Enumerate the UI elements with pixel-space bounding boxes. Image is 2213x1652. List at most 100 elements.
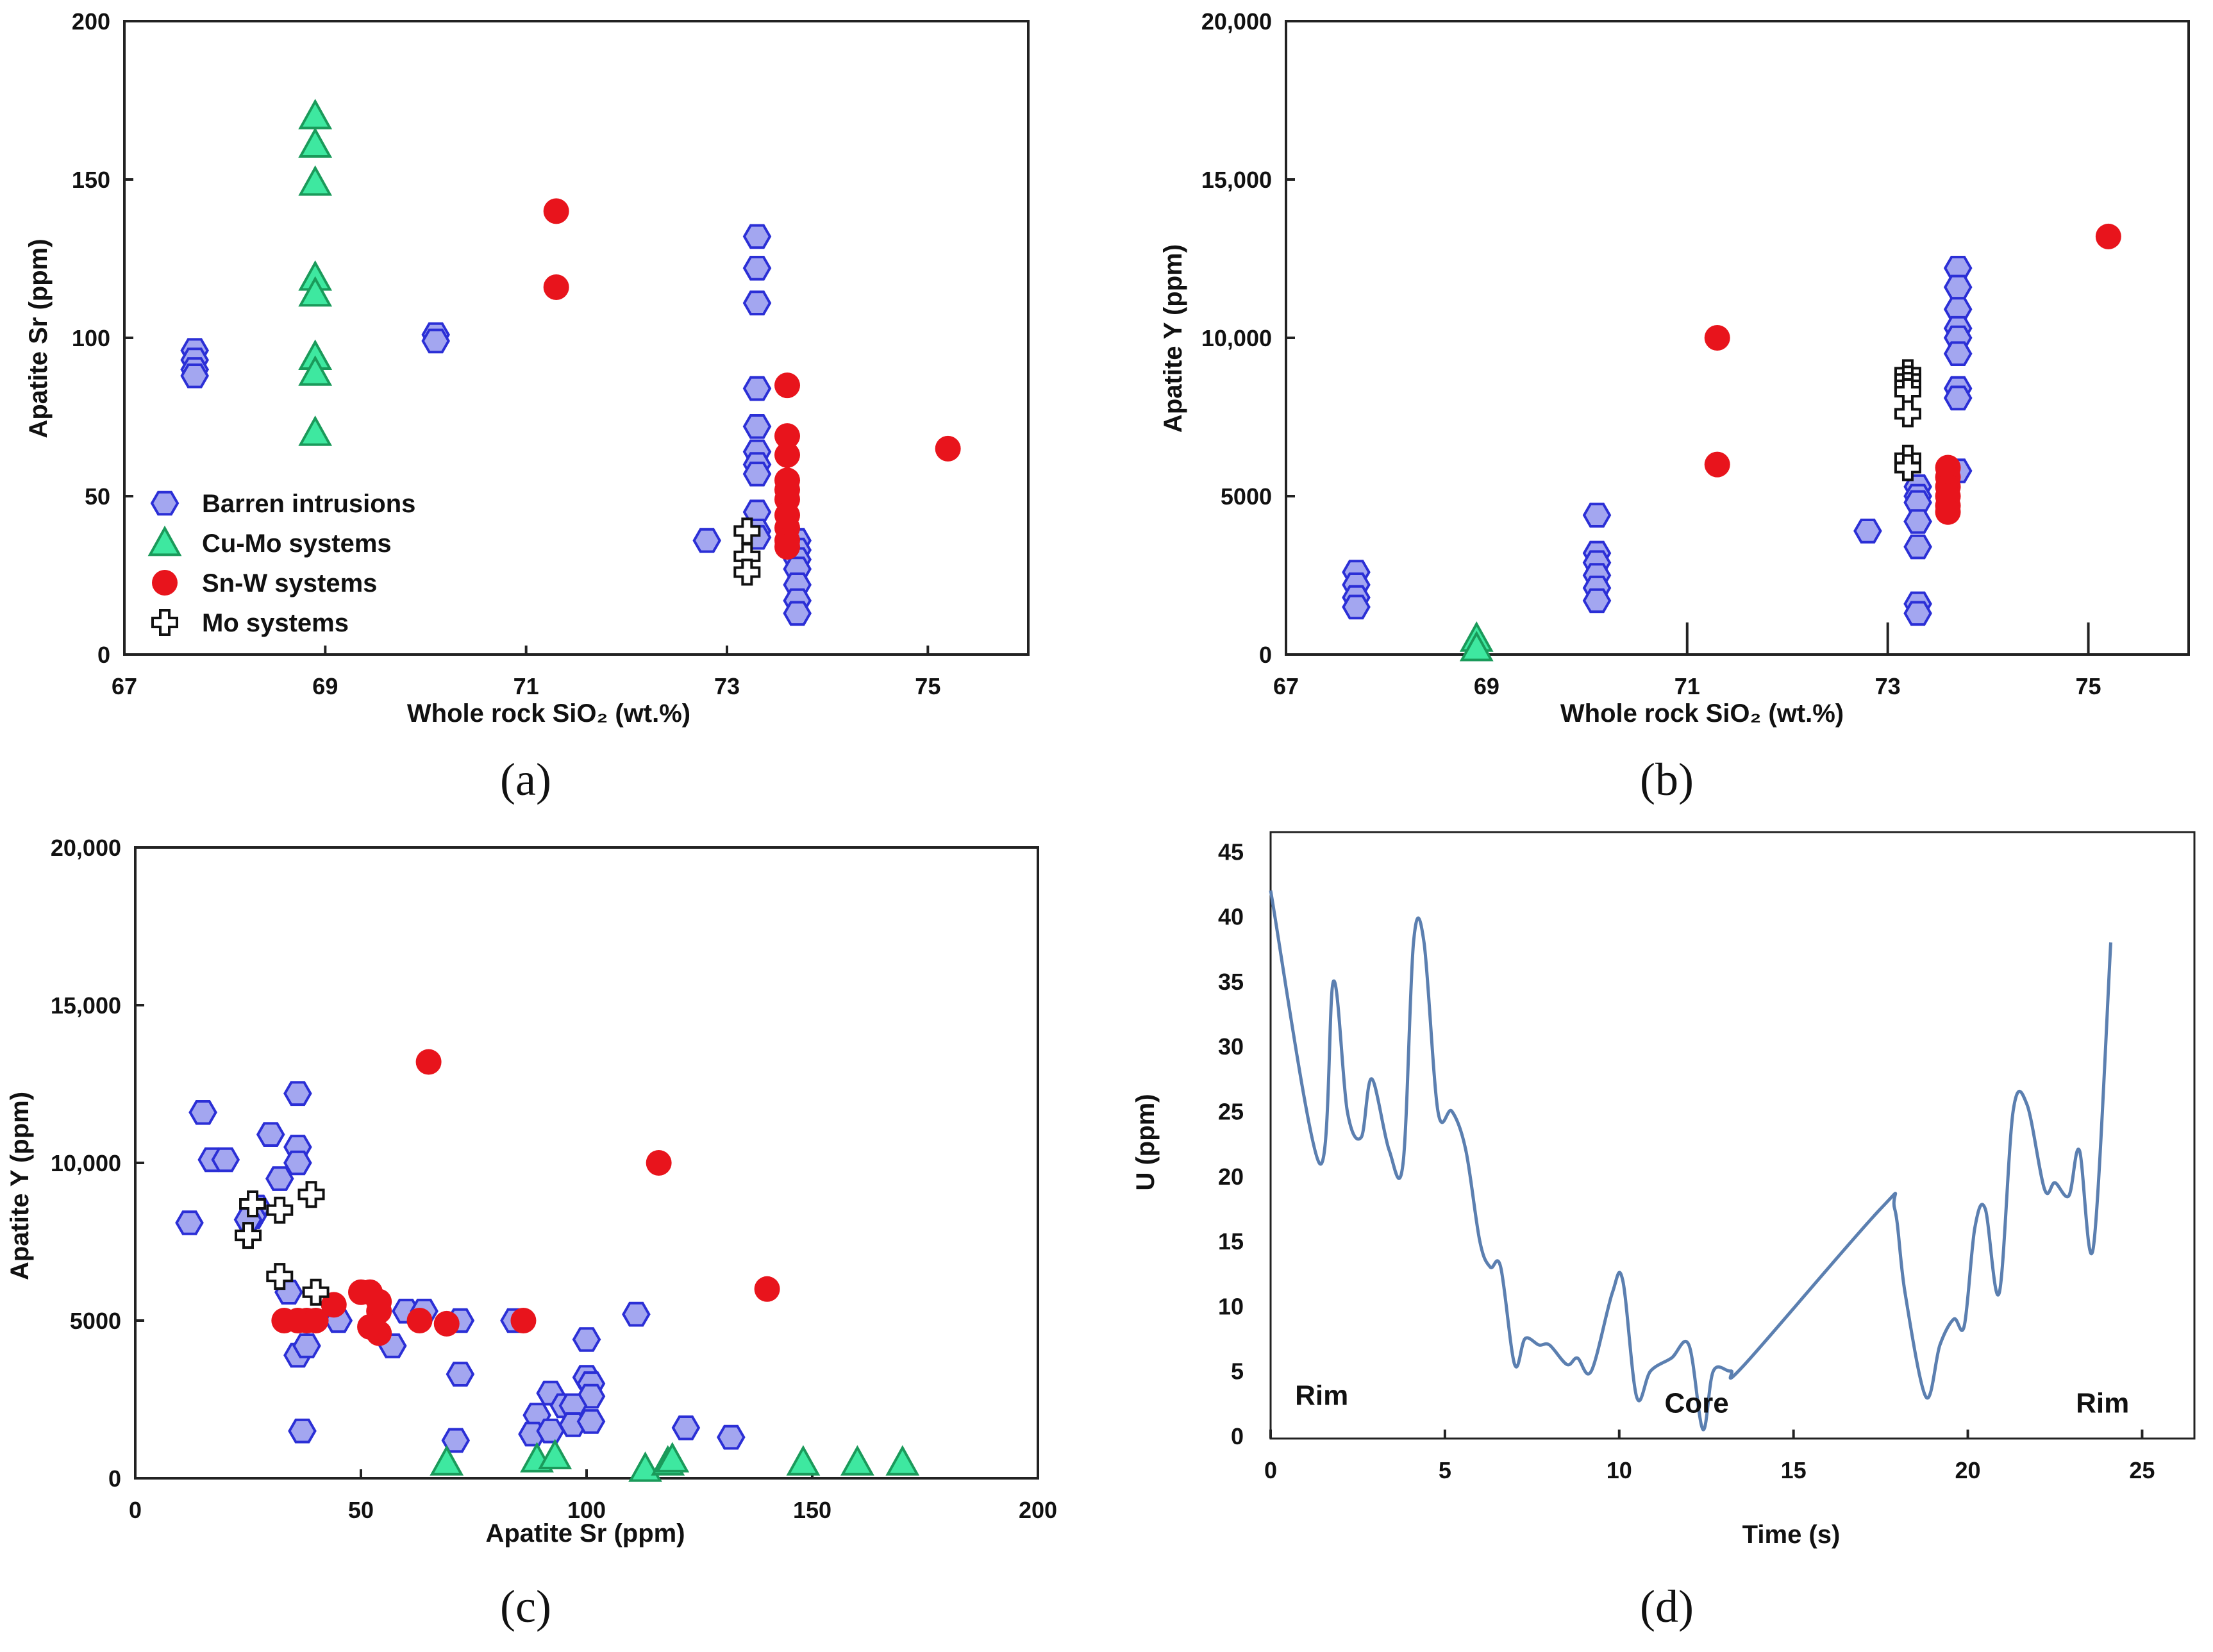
x-tick-label: 0 [129, 1497, 142, 1523]
point-barren [421, 328, 451, 354]
point-snw [510, 1308, 537, 1333]
x-axis-label: Whole rock SiO₂ (wt.%) [407, 699, 690, 728]
point-snw [935, 435, 961, 462]
point-snw [303, 1308, 329, 1333]
point-snw [1935, 499, 1961, 525]
y-tick-label: 5 [1231, 1358, 1244, 1385]
x-axis-label: Whole rock SiO₂ (wt.%) [1560, 699, 1844, 728]
plot-frame [123, 20, 1030, 656]
point-mo [266, 1263, 294, 1290]
x-tick-label: 25 [2129, 1457, 2155, 1483]
point-barren [742, 462, 772, 487]
point-snw [543, 274, 569, 300]
y-tick-label: 20 [1218, 1164, 1244, 1190]
y-tick-label: 0 [108, 1465, 121, 1492]
y-tick-label: 0 [1259, 642, 1272, 668]
chart-a: 67 69 71 73 75 0 50 100 150 200 Whole rock SiO₂ (w… [24, 8, 1030, 805]
y-tick-label: 45 [1218, 839, 1244, 865]
y-tick-label: 15,000 [1201, 167, 1272, 193]
point-cumo [298, 99, 333, 129]
point-barren [446, 1362, 475, 1387]
plot-frame [1269, 831, 2196, 1440]
u-profile-line [1269, 890, 2112, 1431]
panel-label: (d) [1640, 1581, 1694, 1632]
point-barren [283, 1150, 312, 1176]
chart-b: 67 69 71 73 75 0 5000 10,000 15,000 20,000 Whole r… [1159, 8, 2190, 805]
point-barren [1582, 503, 1612, 528]
point-barren [1943, 274, 1973, 300]
point-snw [406, 1308, 433, 1333]
point-snw [2095, 223, 2121, 249]
y-tick-label: 50 [85, 483, 110, 510]
point-barren [1582, 588, 1612, 613]
legend-marker-snw [152, 570, 178, 596]
point-cumo [430, 1445, 464, 1476]
y-tick-label: 15,000 [51, 992, 121, 1019]
point-barren [742, 256, 772, 281]
point-snw [321, 1292, 347, 1318]
point-snw [1704, 325, 1730, 351]
point-cumo [786, 1445, 821, 1476]
point-barren [1903, 534, 1932, 560]
x-tick-label: 71 [514, 673, 539, 699]
x-tick-label: 0 [1264, 1457, 1277, 1483]
point-barren [1342, 594, 1371, 620]
series-cumo [430, 1439, 920, 1482]
x-tick-label: 71 [1674, 673, 1700, 699]
point-mo [1894, 454, 1921, 481]
legend-label: Cu-Mo systems [202, 530, 392, 558]
point-barren [1903, 509, 1932, 534]
point-barren [716, 1424, 746, 1450]
legend-label: Mo systems [202, 609, 349, 637]
legend-marker-cumo [147, 525, 182, 556]
point-barren [188, 1100, 217, 1125]
point-barren [180, 363, 210, 388]
x-tick-label: 150 [793, 1497, 831, 1523]
y-tick-label: 35 [1218, 969, 1244, 995]
x-tick-label: 100 [567, 1497, 606, 1523]
point-barren [1903, 601, 1932, 626]
point-barren [175, 1210, 204, 1235]
x-axis-label: Time (s) [1742, 1521, 1841, 1549]
y-tick-label: 15 [1218, 1228, 1244, 1255]
point-barren [692, 528, 722, 553]
series-cumo [1459, 621, 1494, 662]
point-barren [211, 1147, 240, 1172]
point-barren [742, 224, 772, 249]
point-mo [235, 1222, 262, 1249]
chart-d: 0 5 10 15 20 25 0 5 10 15 20 25 30 35 40 45 Time (s) U (p… [1132, 831, 2196, 1632]
series-mo [733, 517, 761, 586]
y-tick-label: 0 [97, 642, 110, 668]
point-mo [239, 1190, 267, 1217]
y-axis-label: Apatite Y (ppm) [6, 1092, 34, 1280]
y-tick-label: 150 [72, 167, 110, 193]
point-cumo [885, 1445, 920, 1476]
series-mo [1894, 359, 1921, 481]
y-tick-label: 10,000 [51, 1150, 121, 1176]
y-tick-label: 20,000 [1201, 8, 1272, 35]
point-barren [576, 1409, 606, 1434]
x-tick-label: 69 [1474, 673, 1499, 699]
point-snw [774, 534, 800, 560]
point-barren [1943, 385, 1973, 411]
point-cumo [840, 1445, 874, 1476]
y-tick-label: 40 [1218, 904, 1244, 930]
y-tick-label: 25 [1218, 1099, 1244, 1125]
point-cumo [1459, 631, 1494, 662]
point-snw [646, 1150, 672, 1176]
legend-marker-barren [150, 490, 180, 516]
y-tick-label: 5000 [1221, 483, 1272, 510]
chart-c: 0 50 100 150 200 0 5000 10,000 15,000 20,000 Apati… [6, 835, 1057, 1632]
y-axis-label: Apatite Sr (ppm) [24, 238, 53, 438]
x-tick-label: 5 [1439, 1457, 1451, 1483]
x-tick-label: 73 [714, 673, 740, 699]
point-barren [292, 1333, 321, 1358]
series-snw [271, 1049, 780, 1346]
series-snw [543, 198, 961, 560]
y-tick-label: 10,000 [1201, 325, 1272, 351]
panel-label: (c) [500, 1581, 551, 1632]
point-snw [366, 1320, 392, 1346]
y-tick-label: 5000 [70, 1308, 121, 1334]
y-axis-label: Apatite Y (ppm) [1159, 244, 1187, 433]
